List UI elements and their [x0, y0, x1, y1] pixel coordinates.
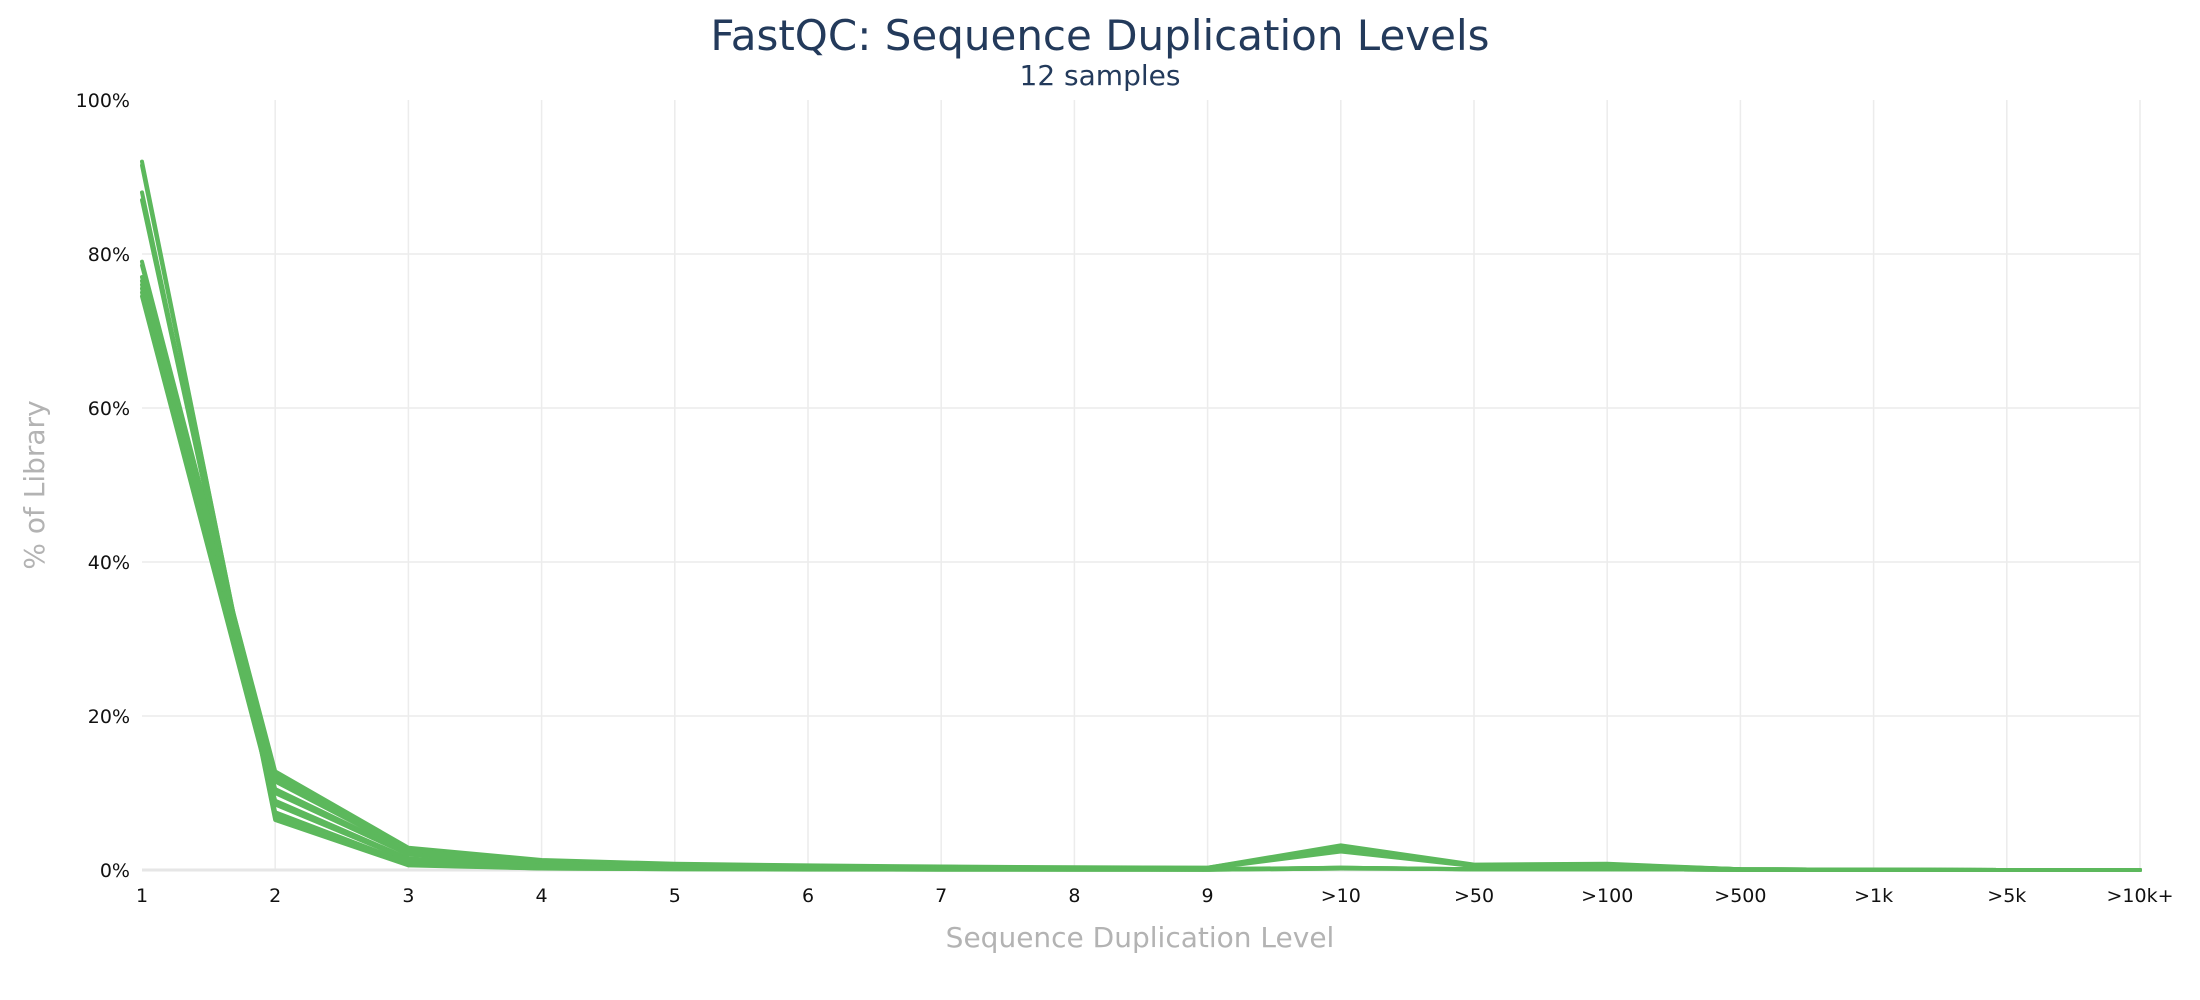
y-tick-label: 0%: [100, 860, 130, 882]
y-tick-label: 100%: [76, 90, 130, 112]
x-tick-label: >1k: [1854, 885, 1893, 907]
x-tick-label: >500: [1714, 885, 1766, 907]
x-tick-label: 1: [136, 885, 148, 907]
chart-subtitle: 12 samples: [1020, 59, 1181, 92]
y-tick-label: 40%: [88, 552, 130, 574]
x-tick-label: 8: [1068, 885, 1080, 907]
tick-layer: 1 2 3 4 5 6 7 8 9 >10 >50 >100 >500 >1k >5k >10k+ 0% 20% 4…: [76, 90, 2174, 907]
x-tick-label: 9: [1202, 885, 1214, 907]
series-line-9[interactable]: [140, 282, 2142, 872]
y-tick-label: 20%: [88, 706, 130, 728]
x-tick-label: >10k+: [2106, 885, 2173, 907]
x-tick-label: 2: [269, 885, 281, 907]
series-line-5[interactable]: [140, 259, 2142, 872]
x-tick-label: >10: [1321, 885, 1361, 907]
series-line-8[interactable]: [140, 279, 2142, 872]
series-line-4[interactable]: [140, 198, 2142, 872]
x-tick-label: 3: [402, 885, 414, 907]
y-axis-label: % of Library: [18, 400, 51, 569]
x-tick-label: 5: [669, 885, 681, 907]
x-axis-label: Sequence Duplication Level: [946, 921, 1335, 954]
grid-layer: [142, 100, 2141, 872]
x-tick-label: 7: [935, 885, 947, 907]
y-tick-label: 80%: [88, 244, 130, 266]
series-line-3[interactable]: [140, 190, 2142, 872]
series-line-11[interactable]: [140, 290, 2142, 872]
x-tick-label: 4: [536, 885, 548, 907]
chart-title: FastQC: Sequence Duplication Levels: [710, 11, 1489, 60]
series-line-1[interactable]: [140, 159, 2142, 872]
x-tick-label: >5k: [1987, 885, 2026, 907]
series-layer: [140, 159, 2142, 872]
x-tick-label: 6: [802, 885, 814, 907]
series-line-2[interactable]: [140, 163, 2142, 872]
x-tick-label: >100: [1581, 885, 1633, 907]
y-tick-label: 60%: [88, 398, 130, 420]
x-tick-label: >50: [1454, 885, 1494, 907]
series-line-10[interactable]: [140, 286, 2142, 872]
series-line-6[interactable]: [140, 263, 2142, 872]
series-line-7[interactable]: [140, 275, 2142, 872]
series-line-12[interactable]: [140, 294, 2142, 872]
